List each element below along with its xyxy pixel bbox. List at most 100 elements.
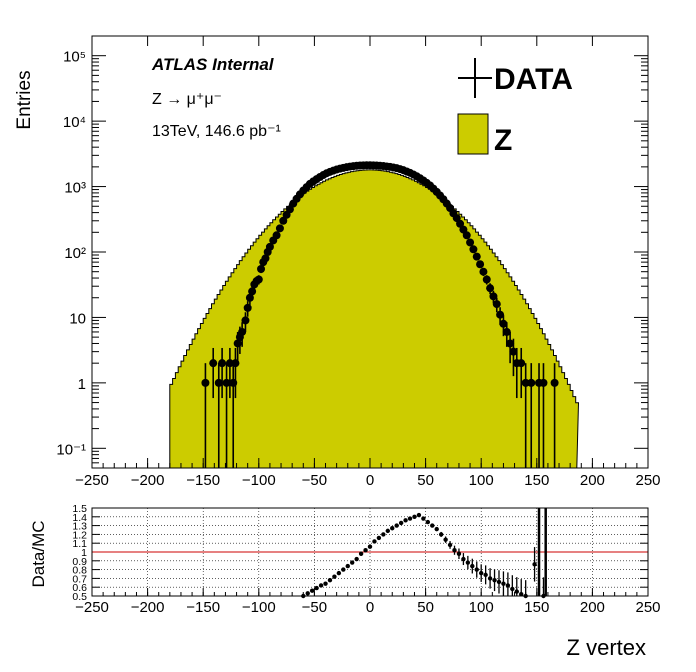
data-point <box>509 347 518 356</box>
ratio-point <box>363 548 368 553</box>
data-point <box>279 216 288 225</box>
ratio-point <box>496 579 502 585</box>
process-label: Z → μ⁺μ⁻ <box>152 91 222 108</box>
data-point <box>209 359 218 368</box>
legend-mc-label: Z <box>494 124 512 157</box>
ratio-x-tick-label: 250 <box>635 599 660 616</box>
ratio-point <box>354 556 359 562</box>
data-point <box>218 359 227 368</box>
data-point <box>469 245 478 254</box>
legend-mc-swatch <box>457 113 489 155</box>
ratio-point <box>505 583 511 588</box>
ratio-point <box>358 551 364 556</box>
ratio-point <box>305 591 310 596</box>
ratio-point <box>385 528 390 534</box>
ratio-grid: 0.50.60.70.80.911.11.21.31.41.5 −250 −200 −… <box>72 503 660 616</box>
x-tick-label: 200 <box>580 472 605 489</box>
ratio-point <box>421 516 426 521</box>
data-point <box>225 359 234 368</box>
y-tick-label: 10⁴ <box>63 114 86 131</box>
y-tick-label: 10 <box>69 310 86 327</box>
data-point <box>265 242 274 251</box>
data-point <box>254 275 263 284</box>
ratio-y-tick-label: 0.9 <box>72 556 87 568</box>
ratio-x-tick-label: 50 <box>417 599 434 616</box>
ratio-point <box>372 539 377 544</box>
x-tick-label: 250 <box>635 472 660 489</box>
ratio-x-tick-label: −200 <box>131 599 165 616</box>
ratio-y-tick-label: 1.4 <box>72 512 87 524</box>
ratio-point <box>367 544 373 549</box>
ratio-point <box>403 518 408 523</box>
ratio-point <box>465 560 471 565</box>
ratio-point <box>461 556 466 562</box>
data-point <box>499 319 508 328</box>
y-tick-label: 10⁻¹ <box>56 441 86 458</box>
ratio-point <box>407 516 413 521</box>
ratio-y-tick-label: 0.8 <box>72 565 87 577</box>
ratio-point <box>510 586 515 592</box>
ratio-x-tick-label: 150 <box>524 599 549 616</box>
ratio-x-tick-label: −100 <box>242 599 276 616</box>
ratio-x-tick-label: 0 <box>366 599 374 616</box>
ratio-point <box>438 532 444 537</box>
ratio-point <box>452 548 457 553</box>
ratio-point <box>350 560 355 565</box>
ratio-point <box>376 535 382 541</box>
x-tick-label: 100 <box>469 472 494 489</box>
data-point <box>506 339 515 348</box>
ratio-x-tick-label: 100 <box>469 599 494 616</box>
energy-label: 13TeV, 146.6 pb⁻¹ <box>152 123 281 140</box>
data-point <box>521 378 530 387</box>
y-tick-label: 1 <box>78 376 86 393</box>
ratio-point <box>425 519 431 525</box>
data-point <box>517 359 526 368</box>
y-tick-label: 10⁵ <box>63 49 86 66</box>
data-point <box>492 300 501 309</box>
data-point <box>479 267 488 276</box>
ratio-y-tick-label: 1.1 <box>72 538 87 550</box>
ratio-point <box>394 523 399 528</box>
ratio-y-tick-label: 1.2 <box>72 529 87 541</box>
ratio-y-tick-label: 1.3 <box>72 521 87 533</box>
ratio-point <box>479 570 484 576</box>
ratio-point <box>309 588 315 593</box>
ratio-x-tick-label: −250 <box>75 599 109 616</box>
data-point <box>466 238 475 247</box>
x-tick-label: −200 <box>131 472 165 489</box>
data-point <box>272 231 281 240</box>
ratio-point <box>434 526 439 532</box>
ratio-x-tick-label: −150 <box>186 599 220 616</box>
x-tick-label: −100 <box>242 472 276 489</box>
ratio-y-tick-label: 0.5 <box>72 591 87 603</box>
data-points <box>201 161 559 468</box>
ratio-point <box>483 572 488 578</box>
ratio-point <box>381 532 386 537</box>
ratio-point <box>519 592 524 597</box>
ratio-point <box>501 581 506 586</box>
ratio-point <box>336 570 342 576</box>
atlas-label: ATLAS Internal <box>151 55 275 74</box>
ratio-y-tick-label: 0.7 <box>72 573 87 585</box>
ratio-point <box>398 520 404 526</box>
data-point <box>550 378 559 387</box>
data-point <box>462 231 471 240</box>
y-tick-label: 10³ <box>64 180 86 197</box>
data-point <box>222 378 231 387</box>
data-point <box>456 219 465 228</box>
y-tick-label: 10² <box>64 245 86 262</box>
data-point <box>275 224 284 233</box>
data-point <box>241 316 250 325</box>
ratio-point <box>456 551 462 556</box>
ratio-point <box>443 537 448 542</box>
x-tick-label: −150 <box>186 472 220 489</box>
legend: DATA Z <box>457 58 573 157</box>
y-axis-label-main: Entries <box>14 70 35 129</box>
data-point <box>472 252 481 261</box>
ratio-point <box>314 585 319 591</box>
ratio-point <box>492 577 497 583</box>
data-point <box>257 264 266 273</box>
y-axis-label-ratio: Data/MC <box>29 520 48 587</box>
x-tick-label: 50 <box>417 472 434 489</box>
